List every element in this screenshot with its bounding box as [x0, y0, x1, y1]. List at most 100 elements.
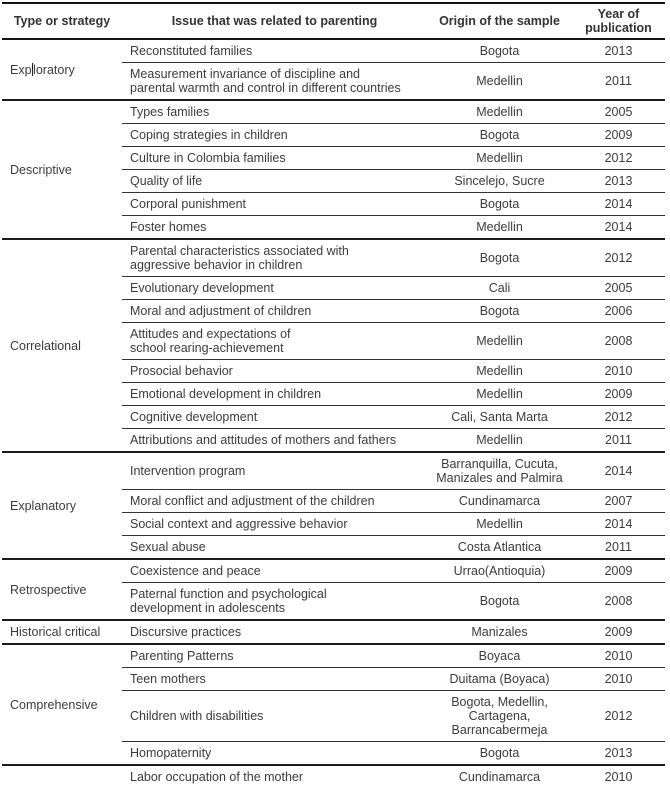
issue-cell: Children with disabilities [122, 690, 427, 742]
table-row: Moral conflict and adjustment of the chi… [2, 489, 665, 513]
type-label: Correlational [10, 338, 81, 353]
issue-cell: Culture in Colombia families [122, 146, 427, 170]
issue-cell: Coping strategies in children [122, 123, 427, 147]
table-row: Attributions and attitudes of mothers an… [2, 428, 665, 452]
origin-cell: Cundinamarca [427, 764, 572, 787]
origin-cell: Cali [427, 276, 572, 300]
type-cell-retrospective: Retrospective [2, 558, 122, 620]
origin-cell: Bogota [427, 741, 572, 765]
issue-cell: Paternal function and psychological deve… [122, 582, 427, 620]
year-cell: 2011 [572, 428, 665, 452]
type-cell-exploratory: Exp loratory [2, 38, 122, 100]
origin-cell: Costa Atlantica [427, 535, 572, 559]
table-header: Type or strategy Issue that was related t… [2, 3, 665, 40]
year-cell: 2011 [572, 535, 665, 559]
table-row: Corporal punishment Bogota 2014 [2, 192, 665, 216]
issue-cell: Reconstituted families [122, 38, 427, 63]
year-cell: 2008 [572, 582, 665, 620]
column-header-type-or-strategy: Type or strategy [2, 3, 122, 40]
issue-cell: Measurement invariance of discipline and… [122, 62, 427, 100]
issue-cell: Prosocial behavior [122, 359, 427, 383]
table-row: Social context and aggressive behavior Me… [2, 512, 665, 536]
year-cell: 2008 [572, 322, 665, 360]
table-row: Quality of life Sincelejo, Sucre 2013 [2, 169, 665, 193]
year-cell: 2012 [572, 405, 665, 429]
issue-cell: Parenting Patterns [122, 643, 427, 668]
year-cell: 2005 [572, 276, 665, 300]
type-label: Explanatory [10, 498, 77, 513]
year-cell: 2009 [572, 558, 665, 583]
origin-cell: Bogota [427, 38, 572, 63]
type-cell-comprehensive: Comprehensive [2, 643, 122, 765]
table-row: Coping strategies in children Bogota 2009 [2, 123, 665, 147]
table-body: Exp loratory Reconstituted families Bogota 2… [2, 38, 665, 787]
year-cell: 2010 [572, 359, 665, 383]
origin-cell: Duitama (Boyaca) [427, 667, 572, 691]
origin-cell: Medellin [427, 146, 572, 170]
year-cell: 2012 [572, 690, 665, 742]
year-cell: 2009 [572, 619, 665, 644]
issue-cell: Emotional development in children [122, 382, 427, 406]
origin-cell: Bogota [427, 123, 572, 147]
year-cell: 2012 [572, 146, 665, 170]
table-row: Children with disabilities Bogota, Medell… [2, 690, 665, 742]
table-row: Homopaternity Bogota 2013 [2, 741, 665, 765]
issue-cell: Foster homes [122, 215, 427, 239]
issue-cell: Teen mothers [122, 667, 427, 691]
issue-cell: Types families [122, 99, 427, 124]
table-row: Foster homes Medellin 2014 [2, 215, 665, 239]
origin-cell: Manizales [427, 619, 572, 644]
year-cell: 2006 [572, 299, 665, 323]
year-cell: 2014 [572, 451, 665, 490]
issue-cell: Intervention program [122, 451, 427, 490]
table-row: Sexual abuse Costa Atlantica 2011 [2, 535, 665, 559]
year-cell: 2014 [572, 192, 665, 216]
issue-cell: Sexual abuse [122, 535, 427, 559]
table-row: Correlational Parental characteristics as… [2, 238, 665, 452]
year-cell: 2013 [572, 741, 665, 765]
origin-cell: Medellin [427, 99, 572, 124]
issue-cell: Quality of life [122, 169, 427, 193]
type-cell-historical-critical: Historical critical [2, 619, 122, 644]
table-row: Measurement invariance of discipline and… [2, 62, 665, 100]
year-cell: 2009 [572, 382, 665, 406]
table-row: Prosocial behavior Medellin 2010 [2, 359, 665, 383]
issue-cell: Evolutionary development [122, 276, 427, 300]
column-header-origin-of-the-sample: Origin of the sample [427, 3, 572, 40]
table-row: Exp loratory Reconstituted families Bogota 2… [2, 38, 665, 100]
type-cell-correlational: Correlational [2, 238, 122, 452]
issue-cell: Parental characteristics associated with… [122, 238, 427, 277]
type-label: Descriptive [10, 162, 72, 177]
table-row: EthnographicLabor occupation of the moth… [2, 764, 665, 787]
origin-cell: Bogota [427, 299, 572, 323]
table-row: Explanatory Intervention program Barranqui… [2, 451, 665, 559]
type-label-part: Exp [10, 62, 32, 77]
type-cell-descriptive: Descriptive [2, 99, 122, 239]
origin-cell: Cali, Santa Marta [427, 405, 572, 429]
issue-cell: Coexistence and peace [122, 558, 427, 583]
year-cell: 2009 [572, 123, 665, 147]
type-label-part: loratory [33, 62, 75, 77]
origin-cell: Medellin [427, 322, 572, 360]
table-row: Emotional development in children Medelli… [2, 382, 665, 406]
year-cell: 2005 [572, 99, 665, 124]
table-row: Moral and adjustment of children Bogota 20… [2, 299, 665, 323]
issue-cell: Labor occupation of the mother [122, 764, 427, 787]
issue-cell: Corporal punishment [122, 192, 427, 216]
table-row: Descriptive Types families Medellin 2005 [2, 99, 665, 239]
type-cell-ethnographic: Ethnographic [2, 764, 122, 787]
issue-cell: Homopaternity [122, 741, 427, 765]
header-row: Type or strategy Issue that was related t… [2, 3, 665, 40]
origin-cell: Urrao(Antioquia) [427, 558, 572, 583]
column-header-issue-that-was-related-to-parenting: Issue that was related to parenting [122, 3, 427, 40]
table-row: Cognitive development Cali, Santa Marta 20… [2, 405, 665, 429]
year-cell: 2007 [572, 489, 665, 513]
table-row: Attitudes and expectations of school rea… [2, 322, 665, 360]
origin-cell: Medellin [427, 512, 572, 536]
year-cell: 2013 [572, 169, 665, 193]
type-label: Retrospective [10, 582, 87, 597]
origin-cell: Boyaca [427, 643, 572, 668]
origin-cell: Medellin [427, 215, 572, 239]
year-cell: 2011 [572, 62, 665, 100]
